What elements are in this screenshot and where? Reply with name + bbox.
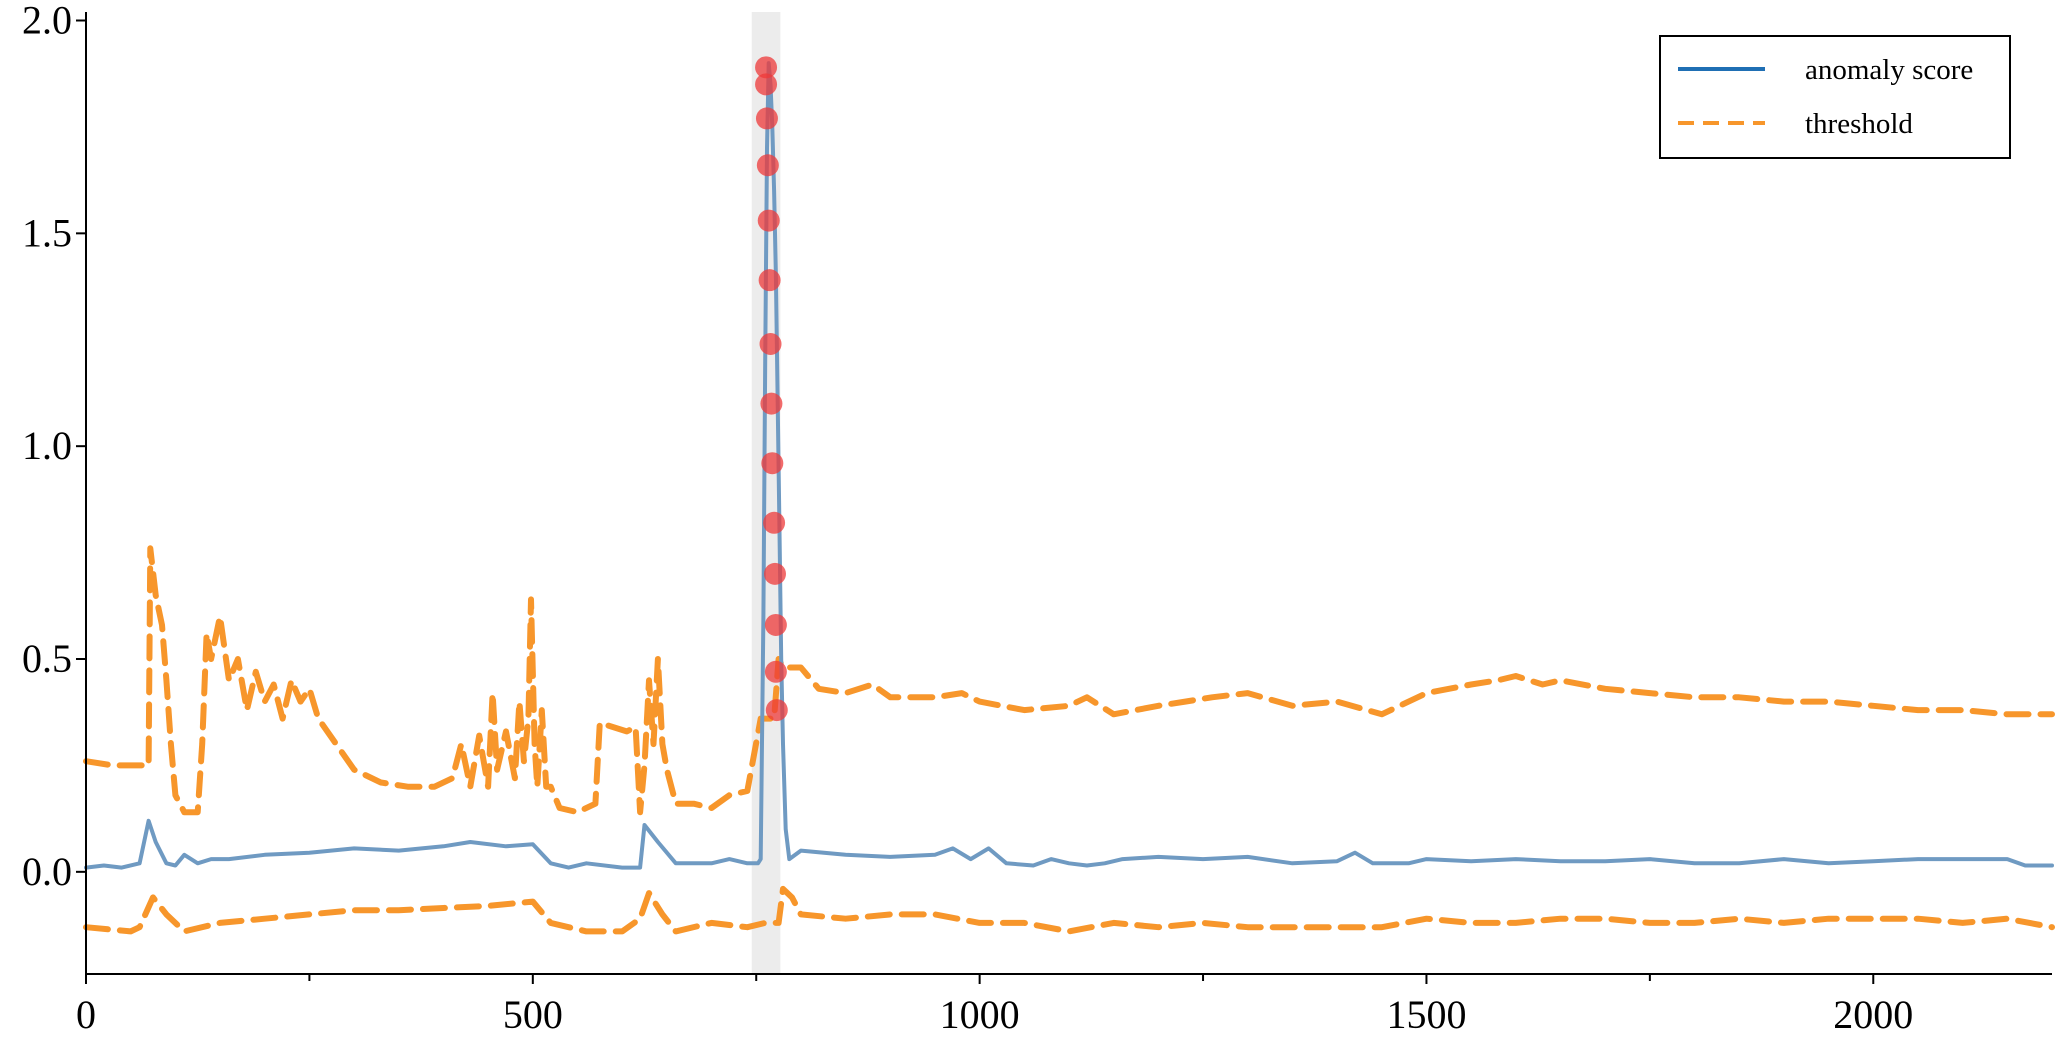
anomaly-point-6	[759, 333, 782, 356]
anomaly-point-8	[761, 452, 784, 475]
anomaly-point-3	[756, 154, 779, 177]
anomaly-point-0	[755, 56, 778, 79]
legend-label-anomaly-score: anomaly score	[1805, 54, 1973, 86]
axes-layer: 0 500 1000 1500 2000 0.0 0.5 1.0 1.5 2.0	[22, 0, 2052, 1037]
series-line-anomaly-score	[84, 61, 2054, 870]
y-tick-label-0: 0.0	[22, 849, 72, 894]
y-tick-label-4: 2.0	[22, 0, 72, 43]
anomaly-point-10	[763, 562, 786, 585]
anomaly-point-9	[763, 511, 786, 534]
anomaly-point-4	[757, 209, 780, 232]
anomaly-point-1	[755, 73, 778, 96]
anomaly-point-2	[755, 107, 778, 130]
y-tick-label-3: 1.5	[22, 210, 72, 255]
y-tick-label-2: 1.0	[22, 423, 72, 468]
x-tick-label-3: 1500	[1386, 992, 1466, 1037]
x-tick-label-1: 500	[503, 992, 563, 1037]
series-line-threshold-lower	[83, 885, 2055, 935]
y-tick-label-1: 0.5	[22, 636, 72, 681]
anomaly-point-11	[764, 613, 787, 636]
anomaly-point-13	[765, 699, 788, 722]
anomaly-point-5	[758, 269, 781, 292]
x-tick-label-4: 2000	[1833, 992, 1913, 1037]
legend: anomaly score threshold	[1659, 35, 2011, 159]
x-tick-label-0: 0	[76, 992, 96, 1037]
x-tick-label-2: 1000	[940, 992, 1020, 1037]
series-line-threshold	[83, 545, 2055, 816]
anomaly-points-layer	[755, 56, 788, 722]
legend-label-threshold: threshold	[1805, 108, 1913, 140]
anomaly-point-7	[760, 392, 783, 415]
anomaly-point-12	[764, 660, 787, 683]
series-layer	[83, 61, 2055, 935]
legend-box	[1659, 35, 2011, 159]
